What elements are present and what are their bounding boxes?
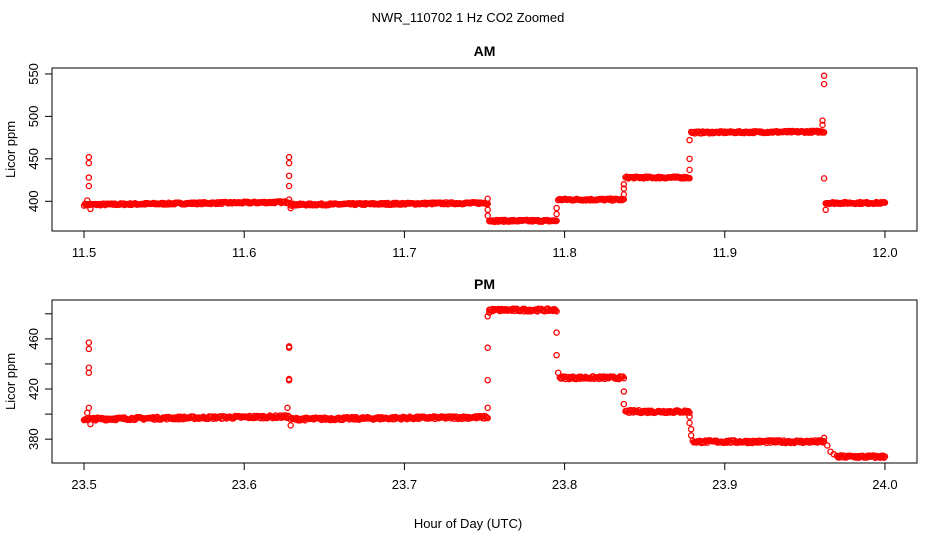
- data-point: [285, 153, 293, 161]
- y-axis-label: Licor ppm: [3, 121, 18, 178]
- panel-pm: PM Licor ppm 23.5 23.6 23.7 23.8 23.9 24.0 380 42…: [3, 276, 918, 492]
- y-tick-label: 380: [26, 428, 41, 450]
- data-point: [820, 129, 828, 136]
- data-point: [484, 195, 491, 202]
- x-tick-label: 23.7: [392, 477, 417, 492]
- data-point: [486, 309, 493, 316]
- y-tick-label: 460: [26, 328, 41, 350]
- data-point: [881, 199, 889, 206]
- data-point: [85, 159, 93, 167]
- data-point: [484, 206, 491, 214]
- data-point: [820, 72, 828, 79]
- panel-am: AM Licor ppm 11.5 11.6 11.7 11.8 11.9 12.0 400 45…: [3, 43, 918, 260]
- data-point: [484, 376, 491, 384]
- data-point: [285, 182, 293, 190]
- data-point: [85, 182, 93, 190]
- data-point: [484, 313, 491, 320]
- y-tick-label: 450: [26, 148, 41, 170]
- y-axis-label: Licor ppm: [3, 353, 18, 410]
- data-point: [484, 404, 491, 412]
- data-point: [85, 153, 93, 161]
- data-point: [620, 185, 628, 192]
- y-tick-label: 550: [26, 63, 41, 85]
- x-tick-label: 23.6: [232, 477, 257, 492]
- data-point: [83, 197, 91, 204]
- x-tick-label: 11.8: [552, 245, 576, 260]
- data-point: [686, 419, 693, 427]
- data-point: [686, 409, 693, 416]
- data-points: [80, 72, 889, 225]
- data-point: [553, 204, 560, 212]
- data-point: [553, 351, 560, 359]
- chart-title: NWR_110702 1 Hz CO2 Zoomed: [372, 10, 565, 25]
- data-point: [819, 117, 826, 124]
- x-axis-label: Hour of Day (UTC): [414, 516, 522, 531]
- data-point: [285, 343, 293, 350]
- data-point: [687, 425, 695, 433]
- data-point: [620, 181, 628, 188]
- data-point: [820, 438, 828, 445]
- data-point: [686, 174, 693, 182]
- data-point: [820, 175, 828, 182]
- data-point: [822, 206, 829, 214]
- data-point: [820, 434, 828, 442]
- data-point: [87, 205, 94, 213]
- data-point: [819, 121, 826, 129]
- x-tick-label: 11.5: [72, 245, 96, 260]
- data-point: [686, 166, 693, 174]
- x-tick-label: 11.9: [713, 245, 737, 260]
- y-tick-label: 500: [26, 106, 41, 128]
- data-point: [285, 376, 293, 384]
- data-point: [85, 339, 93, 346]
- data-point: [824, 442, 831, 449]
- x-tick-label: 11.6: [232, 245, 256, 260]
- data-point: [820, 80, 828, 88]
- data-point: [553, 329, 560, 336]
- x-tick-label: 12.0: [872, 245, 897, 260]
- data-point: [554, 369, 562, 376]
- data-point: [553, 308, 560, 315]
- data-point: [85, 174, 93, 181]
- data-point: [285, 196, 293, 203]
- panel-title: AM: [474, 43, 496, 59]
- data-point: [287, 204, 294, 212]
- data-point: [285, 172, 293, 180]
- x-tick-label: 23.8: [552, 477, 577, 492]
- y-tick-label: 400: [26, 190, 41, 212]
- data-point: [87, 420, 94, 428]
- data-point: [284, 404, 291, 412]
- data-points: [80, 305, 889, 462]
- data-point: [285, 159, 293, 167]
- data-point: [620, 388, 628, 395]
- x-tick-label: 24.0: [872, 477, 897, 492]
- data-point: [620, 191, 628, 198]
- data-point: [553, 217, 560, 225]
- data-point: [85, 404, 93, 412]
- x-tick-label: 11.7: [392, 245, 416, 260]
- data-point: [553, 210, 560, 218]
- data-point: [287, 422, 294, 429]
- data-point: [830, 450, 837, 458]
- data-point: [686, 136, 693, 144]
- data-point: [686, 413, 693, 420]
- data-point: [687, 432, 695, 439]
- data-point: [686, 155, 693, 163]
- data-point: [620, 374, 628, 382]
- data-point: [484, 344, 491, 351]
- data-point: [85, 364, 93, 371]
- data-point: [85, 345, 93, 353]
- data-point: [484, 212, 491, 219]
- data-point: [881, 453, 889, 460]
- data-point: [620, 400, 628, 408]
- data-point: [552, 307, 559, 314]
- x-tick-label: 23.5: [71, 477, 96, 492]
- data-point: [880, 454, 888, 461]
- data-point: [484, 414, 491, 422]
- y-tick-label: 420: [26, 378, 41, 400]
- panel-title: PM: [474, 276, 495, 292]
- x-tick-label: 23.9: [712, 477, 737, 492]
